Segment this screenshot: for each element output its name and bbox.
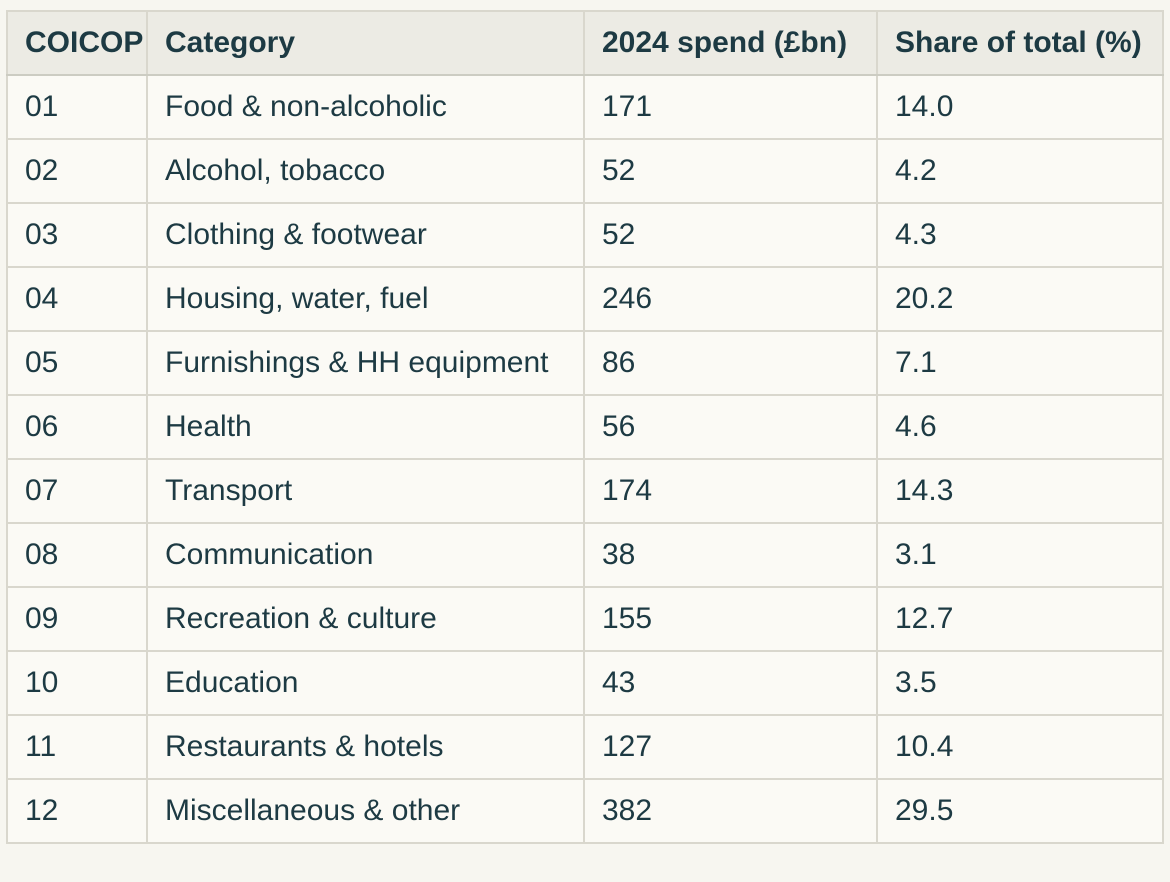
cell-share: 29.5 [876, 778, 1164, 844]
table-row: 09 Recreation & culture 155 12.7 [6, 586, 1164, 652]
cell-category: Recreation & culture [146, 586, 585, 652]
cell-category: Restaurants & hotels [146, 714, 585, 780]
cell-category: Education [146, 650, 585, 716]
coicop-spend-table: COICOP Category 2024 spend (£bn) Share o… [6, 10, 1164, 844]
column-header-share: Share of total (%) [876, 10, 1164, 76]
cell-share: 7.1 [876, 330, 1164, 396]
cell-coicop: 09 [6, 586, 148, 652]
column-header-spend: 2024 spend (£bn) [583, 10, 878, 76]
cell-coicop: 07 [6, 458, 148, 524]
cell-spend: 43 [583, 650, 878, 716]
cell-share: 3.1 [876, 522, 1164, 588]
table-row: 01 Food & non-alcoholic 171 14.0 [6, 74, 1164, 140]
cell-share: 20.2 [876, 266, 1164, 332]
cell-category: Housing, water, fuel [146, 266, 585, 332]
cell-category: Communication [146, 522, 585, 588]
cell-coicop: 08 [6, 522, 148, 588]
cell-coicop: 10 [6, 650, 148, 716]
cell-share: 14.3 [876, 458, 1164, 524]
cell-spend: 127 [583, 714, 878, 780]
cell-share: 4.2 [876, 138, 1164, 204]
cell-category: Furnishings & HH equipment [146, 330, 585, 396]
table-row: 05 Furnishings & HH equipment 86 7.1 [6, 330, 1164, 396]
cell-share: 10.4 [876, 714, 1164, 780]
cell-spend: 52 [583, 138, 878, 204]
table-row: 12 Miscellaneous & other 382 29.5 [6, 778, 1164, 844]
cell-share: 12.7 [876, 586, 1164, 652]
cell-spend: 382 [583, 778, 878, 844]
table-row: 11 Restaurants & hotels 127 10.4 [6, 714, 1164, 780]
table-row: 03 Clothing & footwear 52 4.3 [6, 202, 1164, 268]
cell-share: 4.3 [876, 202, 1164, 268]
cell-spend: 38 [583, 522, 878, 588]
cell-coicop: 05 [6, 330, 148, 396]
cell-share: 14.0 [876, 74, 1164, 140]
header-row: COICOP Category 2024 spend (£bn) Share o… [6, 10, 1164, 76]
column-header-category: Category [146, 10, 585, 76]
column-header-coicop: COICOP [6, 10, 148, 76]
cell-category: Health [146, 394, 585, 460]
cell-share: 3.5 [876, 650, 1164, 716]
cell-coicop: 04 [6, 266, 148, 332]
cell-share: 4.6 [876, 394, 1164, 460]
table-body: 01 Food & non-alcoholic 171 14.0 02 Alco… [6, 74, 1164, 844]
cell-coicop: 02 [6, 138, 148, 204]
cell-coicop: 06 [6, 394, 148, 460]
cell-spend: 52 [583, 202, 878, 268]
table-row: 08 Communication 38 3.1 [6, 522, 1164, 588]
cell-coicop: 11 [6, 714, 148, 780]
table-row: 07 Transport 174 14.3 [6, 458, 1164, 524]
cell-spend: 171 [583, 74, 878, 140]
cell-spend: 155 [583, 586, 878, 652]
cell-category: Clothing & footwear [146, 202, 585, 268]
table-row: 04 Housing, water, fuel 246 20.2 [6, 266, 1164, 332]
cell-category: Transport [146, 458, 585, 524]
table-row: 10 Education 43 3.5 [6, 650, 1164, 716]
table-row: 06 Health 56 4.6 [6, 394, 1164, 460]
cell-spend: 56 [583, 394, 878, 460]
cell-coicop: 03 [6, 202, 148, 268]
cell-category: Alcohol, tobacco [146, 138, 585, 204]
cell-spend: 246 [583, 266, 878, 332]
table-header: COICOP Category 2024 spend (£bn) Share o… [6, 10, 1164, 76]
cell-spend: 86 [583, 330, 878, 396]
cell-coicop: 12 [6, 778, 148, 844]
cell-category: Miscellaneous & other [146, 778, 585, 844]
cell-spend: 174 [583, 458, 878, 524]
table-row: 02 Alcohol, tobacco 52 4.2 [6, 138, 1164, 204]
cell-category: Food & non-alcoholic [146, 74, 585, 140]
cell-coicop: 01 [6, 74, 148, 140]
